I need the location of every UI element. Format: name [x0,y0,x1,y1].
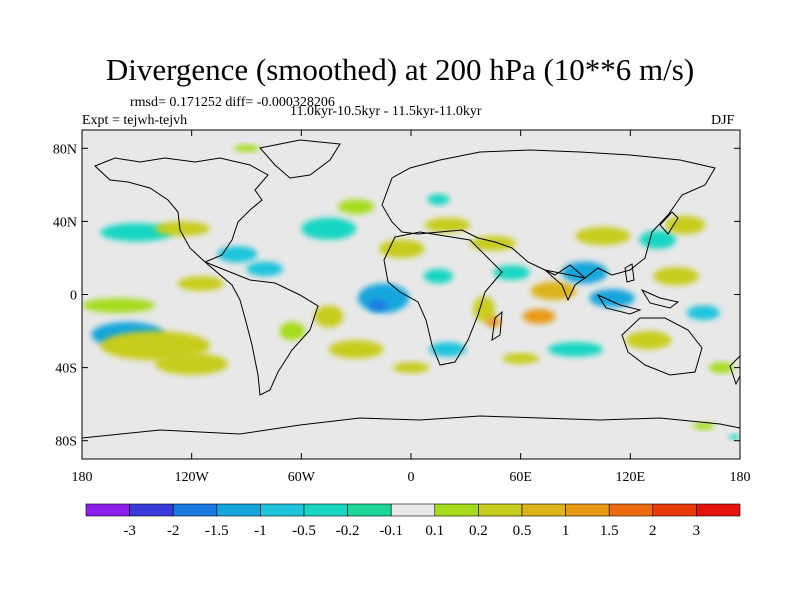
colorbar-label: 2 [649,523,657,539]
experiment-label: Expt = tejwh-tejvh [82,113,188,128]
colorbar-swatch [434,503,479,517]
colorbar-label: -0.2 [336,523,360,539]
region-mex-cyan [217,246,258,263]
region-antarctic-cyan [729,434,740,440]
colorbar-swatch [696,503,741,517]
region-pac-n-cyan [100,223,174,242]
y-axis: 80N 40N 0 40S 80S [53,142,740,450]
colorbar-swatch [565,503,610,517]
colorbar-swatch [390,503,436,517]
colorbar-label: -0.5 [292,523,316,539]
region-india-orange [530,281,577,300]
colorbar-label: -3 [123,523,136,539]
colorbar-swatch [172,503,218,517]
region-satl-olive [328,340,384,359]
region-swpac-cyan [686,305,720,321]
plot-background [82,130,740,459]
region-japan-cyan [639,230,677,249]
colorbar-label: 1.5 [600,523,619,539]
colorbar-swatch [652,503,697,517]
region-brazil-olive [314,305,344,328]
x-tick-label: 180 [730,470,751,485]
colorbar-swatch [85,503,130,517]
y-tick-label: 0 [70,289,77,304]
x-axis: 180 120W 60W 0 60E 120E 180 [72,130,751,485]
y-tick-label: 40S [55,362,77,377]
region-antarctic-green [692,422,715,430]
divergence-field [82,144,740,440]
region-mideast-olive [470,236,517,251]
region-s-africa-cyan [429,342,466,357]
region-atl-eq-blue2 [368,299,388,311]
x-tick-label: 120E [616,470,646,485]
region-med-olive [424,217,471,233]
region-sio-cyan [548,342,603,357]
region-madag-orange [485,316,501,328]
colorbar-label: -0.1 [379,523,403,539]
region-pac-eq-olive [177,276,224,291]
region-arctic-green [233,144,260,152]
region-indo-blue [589,289,635,308]
region-austr-olive [625,331,672,350]
colorbar-swatch [521,503,566,517]
x-tick-label: 180 [72,470,93,485]
colorbar-label: 3 [693,523,701,539]
colorbar-swatch [478,503,523,517]
region-samer-green [279,321,305,341]
x-tick-label: 60E [509,470,532,485]
colorbar-label: 0.2 [469,523,488,539]
colorbar-label: -2 [167,523,180,539]
region-wpac-olive [653,267,699,286]
region-india-orange2 [522,309,556,324]
stats-label: rmsd= 0.171252 diff= -0.000328206 [130,95,335,110]
region-sio-olive [502,352,539,364]
region-pac-eq-green [82,298,156,313]
colorbar-swatch [129,503,174,517]
colorbar-swatch [216,503,261,517]
colorbar-swatch [608,503,654,517]
region-swpac-green [708,362,735,374]
region-atl-n-cyan [301,217,357,240]
period-label: 11.0kyr-10.5kyr - 11.5kyr-11.0kyr [290,104,482,119]
colorbar-label: 0.1 [425,523,444,539]
region-nwpac-olive [665,215,706,235]
colorbar-swatch [303,503,348,517]
x-tick-label: 120W [175,470,210,485]
coastlines [82,139,740,439]
y-tick-label: 80N [53,142,77,157]
region-w-africa-cyan [423,268,454,284]
colorbar: -3 -2 -1.5 -1 -0.5 -0.2 -0.1 0.1 0.2 0.5 1 1.5 2 3 [85,503,741,539]
region-pac-s-olive2 [155,352,229,375]
y-tick-label: 40N [53,215,77,230]
chart-title: Divergence (smoothed) at 200 hPa (10**6 … [105,52,695,87]
colorbar-swatch [260,503,305,517]
x-tick-label: 0 [408,470,415,485]
colorbar-label: -1.5 [205,523,229,539]
region-e-africa-olive [473,296,496,322]
region-china-olive [575,226,631,246]
region-europe-cyan [427,193,450,205]
region-carib-cyan [246,261,284,277]
colorbar-label: 1 [562,523,570,539]
x-tick-label: 60W [288,470,316,485]
region-bengal-blue [561,261,608,284]
y-tick-label: 80S [55,435,77,450]
colorbar-label: -1 [254,523,267,539]
colorbar-swatch [347,503,392,517]
region-pac-s-olive [100,331,210,361]
region-satl-olive2 [392,362,430,374]
region-pac-n-olive [155,221,210,237]
season-label: DJF [711,113,735,128]
region-atl-n-green [337,199,375,215]
colorbar-label: 0.5 [513,523,532,539]
region-arabia-cyan [493,265,530,280]
region-n-africa-olive [379,239,425,258]
